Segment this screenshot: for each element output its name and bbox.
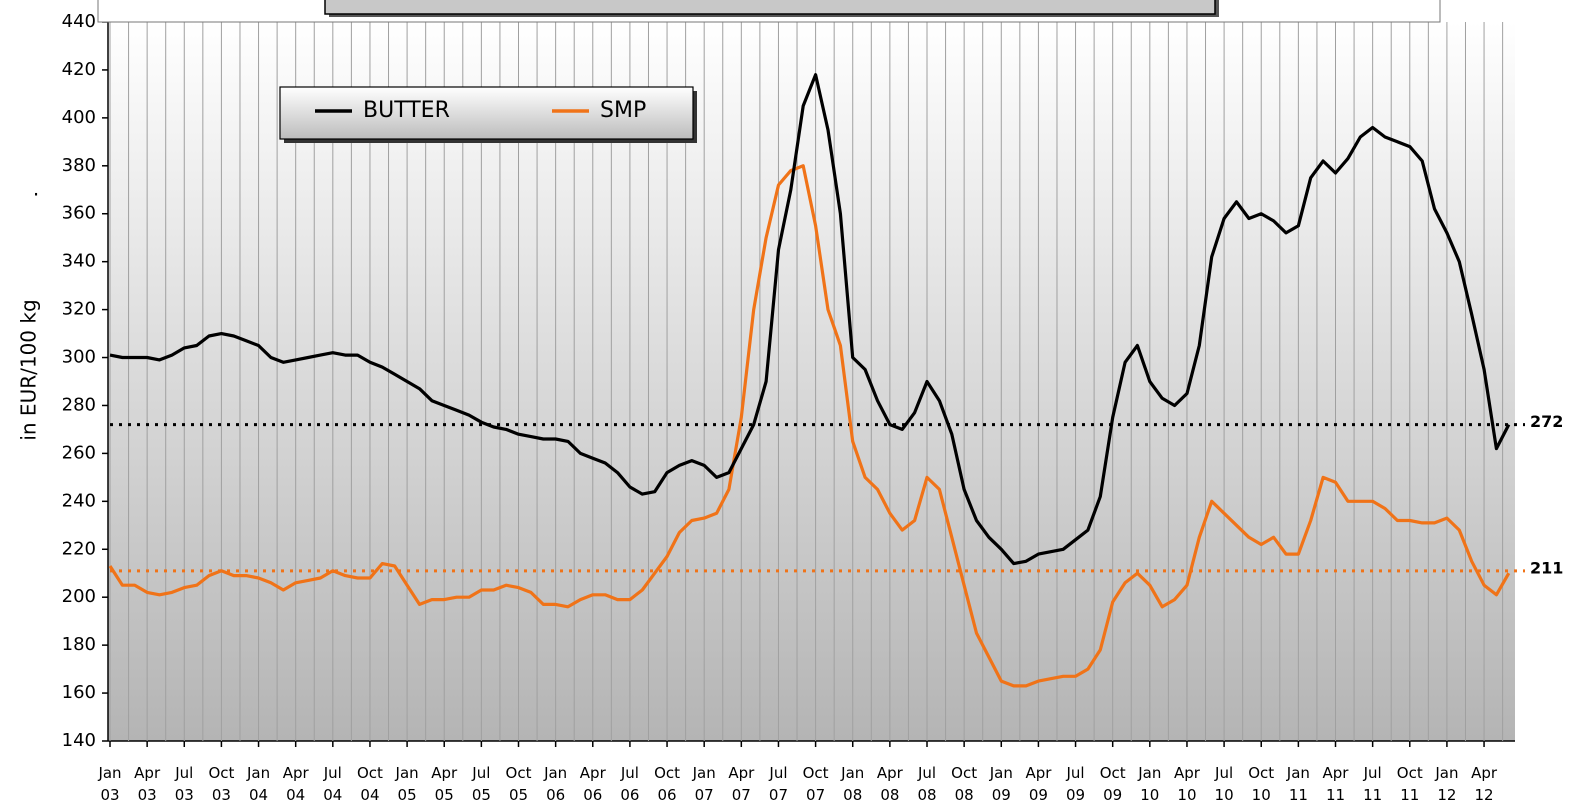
x-tick-label: Apr 09: [1025, 764, 1052, 804]
annotation: .: [33, 177, 39, 201]
title-box: [324, 0, 1216, 15]
x-tick-label: Apr 06: [580, 764, 607, 804]
x-tick-label: Jan 09: [989, 764, 1013, 804]
x-tick-label: Apr 03: [134, 764, 161, 804]
x-tick-label: Apr 08: [877, 764, 904, 804]
y-tick-label: 300: [62, 347, 96, 368]
y-tick-label: 240: [62, 490, 96, 511]
x-tick-label: Apr 05: [431, 764, 458, 804]
y-tick-label: 320: [62, 299, 96, 320]
x-tick-label: Jul 04: [323, 764, 343, 804]
x-tick-label: Oct 06: [654, 764, 680, 804]
legend-box: [279, 86, 694, 140]
y-tick-label: 140: [62, 730, 96, 751]
x-tick-label: Jan 08: [840, 764, 864, 804]
y-tick-label: 440: [62, 11, 96, 32]
x-tick-label: Oct 07: [803, 764, 829, 804]
x-tick-label: Jan 03: [97, 764, 121, 804]
x-tick-label: Oct 10: [1248, 764, 1274, 804]
x-tick-label: Jul 07: [768, 764, 788, 804]
series-line: [109, 73, 1511, 566]
x-tick-label: Jul 10: [1214, 764, 1234, 804]
x-tick-label: Jul 06: [620, 764, 640, 804]
x-tick-label: Apr 07: [728, 764, 755, 804]
y-tick-label: 180: [62, 634, 96, 655]
x-tick-label: Oct 04: [357, 764, 383, 804]
x-tick-label: Jan 10: [1137, 764, 1161, 804]
x-tick-label: Apr 04: [283, 764, 310, 804]
x-tick-label: Jan 05: [395, 764, 419, 804]
x-tick-label: Jul 05: [471, 764, 491, 804]
x-tick-label: Jan 07: [692, 764, 716, 804]
x-tick-label: Jul 03: [174, 764, 194, 804]
x-tick-label: Apr 10: [1174, 764, 1201, 804]
y-tick-label: 360: [62, 203, 96, 224]
y-tick-label: 200: [62, 586, 96, 607]
x-tick-label: Jul 09: [1065, 764, 1085, 804]
y-tick-label: 340: [62, 251, 96, 272]
legend-label: SMP: [600, 98, 646, 123]
x-tick-label: Jul 11: [1363, 764, 1383, 804]
y-tick-label: 220: [62, 538, 96, 559]
y-tick-label: 260: [62, 442, 96, 463]
y-tick-label: 380: [62, 155, 96, 176]
reference-label: 272: [1530, 412, 1563, 431]
x-tick-label: Jul 08: [917, 764, 937, 804]
x-tick-label: Apr 11: [1323, 764, 1350, 804]
marks: [108, 73, 1525, 688]
x-tick-label: Oct 03: [208, 764, 234, 804]
series-line: [108, 164, 1511, 688]
legend-label: BUTTER: [363, 98, 450, 123]
x-tick-label: Jan 04: [246, 764, 270, 804]
x-tick-label: Oct 09: [1100, 764, 1126, 804]
x-tick-label: Jan 12: [1434, 764, 1458, 804]
y-tick-label: 420: [62, 59, 96, 80]
reference-label: 211: [1530, 558, 1563, 577]
x-tick-label: Oct 11: [1397, 764, 1423, 804]
x-tick-label: Apr 12: [1471, 764, 1498, 804]
y-tick-label: 280: [62, 394, 96, 415]
y-axis-label: in EUR/100 kg: [17, 299, 41, 440]
x-tick-label: Jan 06: [543, 764, 567, 804]
x-tick-label: Oct 05: [506, 764, 532, 804]
x-tick-label: Oct 08: [951, 764, 977, 804]
y-tick-label: 400: [62, 107, 96, 128]
y-tick-label: 160: [62, 682, 96, 703]
x-tick-label: Jan 11: [1286, 764, 1310, 804]
